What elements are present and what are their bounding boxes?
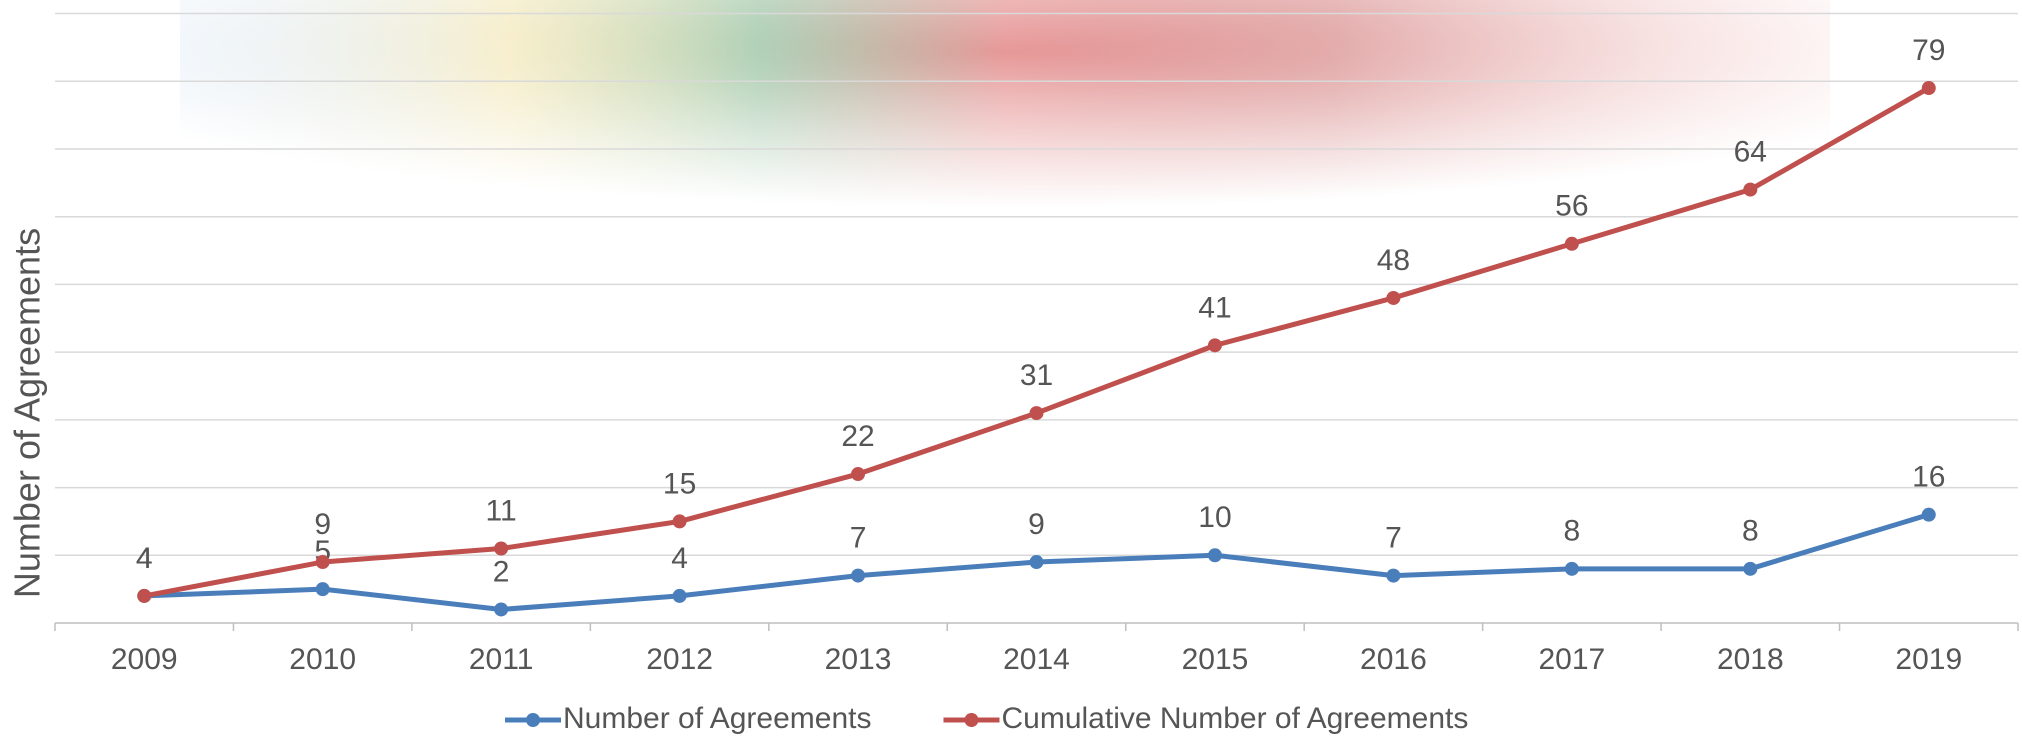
data-label: 8 [1742, 515, 1759, 548]
data-point [1029, 406, 1044, 421]
x-tick-label: 2010 [289, 643, 356, 676]
data-label: 41 [1198, 291, 1231, 324]
data-point [494, 541, 509, 556]
background-image [180, 0, 1830, 260]
data-label: 31 [1020, 359, 1053, 392]
data-point [1921, 81, 1936, 96]
data-point [1207, 338, 1222, 353]
data-label: 79 [1912, 34, 1945, 67]
x-tick-label: 2018 [1717, 643, 1784, 676]
data-label: 2 [493, 555, 510, 588]
data-label: 16 [1912, 461, 1945, 494]
data-label: 48 [1377, 244, 1410, 277]
data-point [494, 602, 509, 617]
data-point [1743, 561, 1758, 576]
data-point [1564, 561, 1579, 576]
data-label: 10 [1198, 501, 1231, 534]
data-point [851, 467, 866, 482]
data-point [1386, 290, 1401, 305]
x-tick-label: 2012 [646, 643, 713, 676]
legend-label: Cumulative Number of Agreements [1001, 702, 1468, 735]
x-tick-label: 2011 [469, 643, 534, 676]
data-label: 7 [1385, 522, 1402, 555]
x-tick-label: 2015 [1182, 643, 1249, 676]
data-label: 9 [1028, 508, 1045, 541]
data-label: 4 [136, 542, 153, 575]
data-point [1029, 555, 1044, 570]
data-label: 4 [136, 542, 153, 575]
x-tick-label: 2019 [1895, 643, 1962, 676]
data-point [672, 514, 687, 529]
data-point [1921, 507, 1936, 522]
x-tick-label: 2014 [1003, 643, 1070, 676]
data-label: 11 [486, 494, 517, 527]
data-point [137, 588, 152, 603]
data-point [315, 555, 330, 570]
data-label: 56 [1555, 190, 1588, 223]
data-label: 9 [314, 508, 331, 541]
data-point [1207, 548, 1222, 563]
data-label: 64 [1734, 136, 1767, 169]
data-point [1564, 236, 1579, 251]
x-tick-label: 2009 [111, 643, 178, 676]
data-label: 22 [841, 420, 874, 453]
data-label: 7 [850, 522, 867, 555]
data-point [1386, 568, 1401, 583]
data-label: 4 [671, 542, 688, 575]
data-label: 15 [663, 467, 696, 500]
data-label: 8 [1564, 515, 1581, 548]
legend-marker [526, 713, 540, 727]
x-tick-label: 2016 [1360, 643, 1427, 676]
data-point [672, 588, 687, 603]
data-point [851, 568, 866, 583]
x-tick-label: 2013 [825, 643, 892, 676]
legend-marker [964, 713, 979, 727]
y-axis-title: Number of Agreements [7, 228, 48, 598]
data-point [1743, 182, 1758, 197]
x-tick-label: 2017 [1538, 643, 1605, 676]
data-point [315, 582, 330, 597]
legend-label: Number of Agreements [563, 702, 871, 735]
